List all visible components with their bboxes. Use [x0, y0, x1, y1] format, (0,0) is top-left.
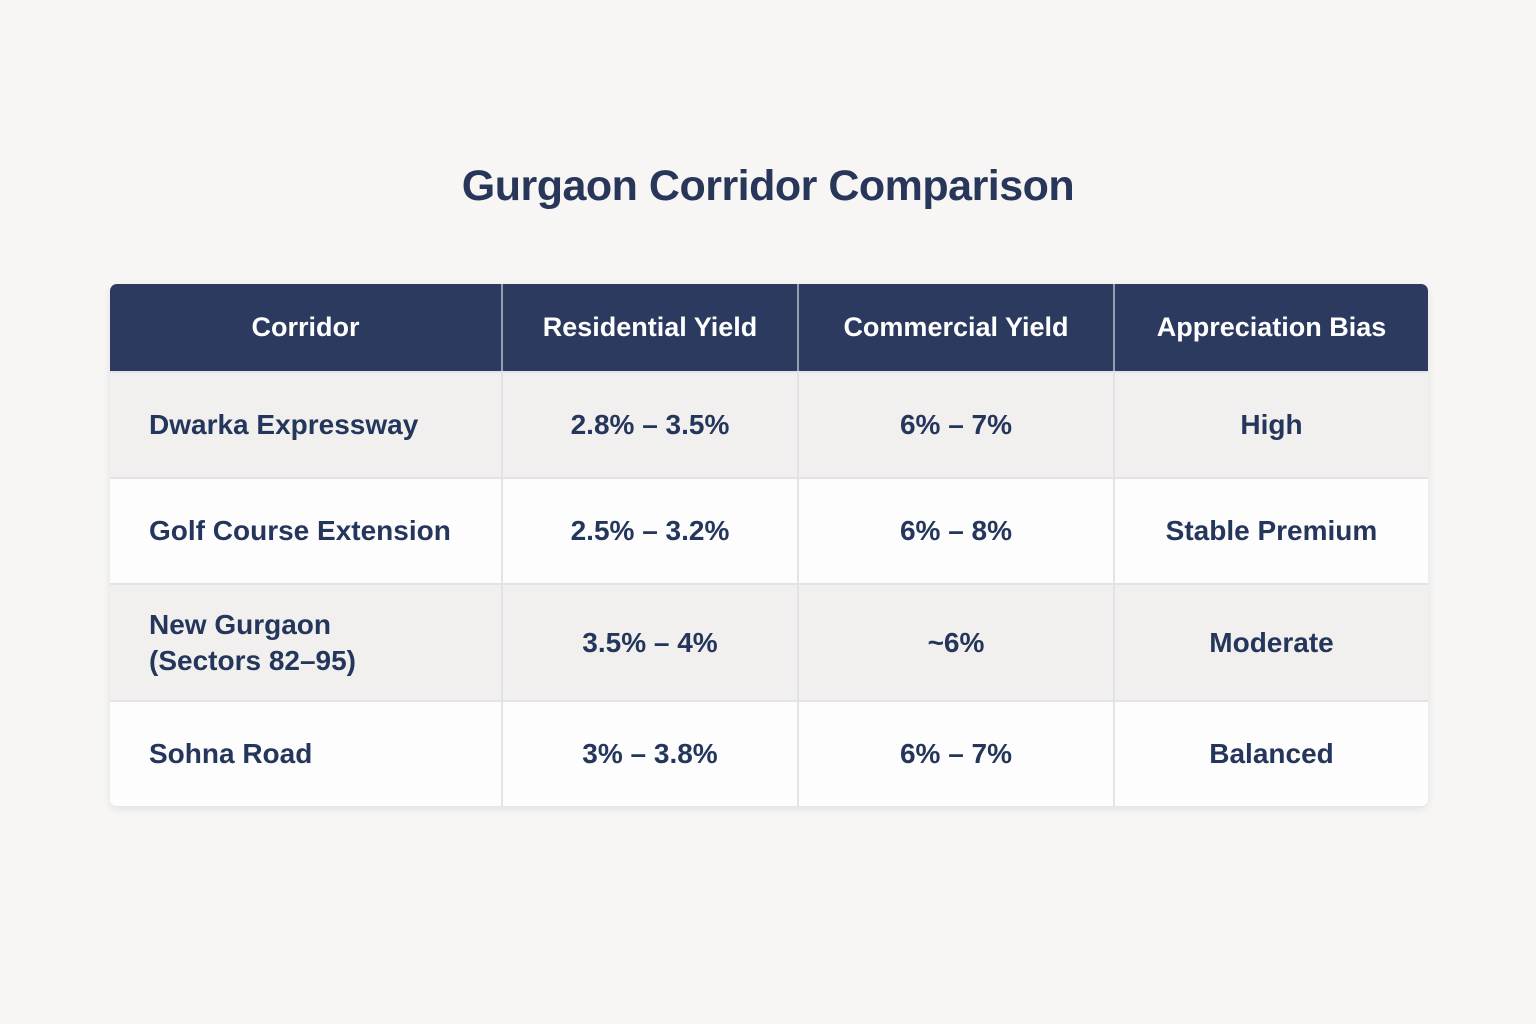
comparison-table: Corridor Residential Yield Commercial Yi… — [110, 284, 1428, 806]
residential-yield-cell: 3% – 3.8% — [501, 702, 797, 806]
column-header-appreciation-bias: Appreciation Bias — [1113, 284, 1428, 371]
appreciation-bias-cell: Moderate — [1113, 585, 1428, 700]
column-header-commercial-yield: Commercial Yield — [797, 284, 1113, 371]
corridor-cell: Sohna Road — [149, 738, 313, 770]
appreciation-bias-cell: Balanced — [1113, 702, 1428, 806]
corridor-cell: Dwarka Expressway — [149, 409, 419, 441]
table-row-dwarka-expressway: Dwarka Expressway 2.8% – 3.5% 6% – 7% Hi… — [110, 371, 1428, 477]
commercial-yield-cell: 6% – 8% — [797, 479, 1113, 583]
commercial-yield-cell: 6% – 7% — [797, 373, 1113, 477]
residential-yield-cell: 2.8% – 3.5% — [501, 373, 797, 477]
column-header-corridor: Corridor — [251, 312, 360, 342]
column-header-residential-yield: Residential Yield — [501, 284, 797, 371]
corridor-cell: Golf Course Extension — [149, 515, 451, 547]
commercial-yield-cell: ~6% — [797, 585, 1113, 700]
residential-yield-cell: 3.5% – 4% — [501, 585, 797, 700]
residential-yield-cell: 2.5% – 3.2% — [501, 479, 797, 583]
corridor-cell: New Gurgaon (Sectors 82–95) — [149, 608, 357, 676]
page-title: Gurgaon Corridor Comparison — [461, 162, 1075, 210]
table-row-new-gurgaon: New Gurgaon (Sectors 82–95) 3.5% – 4% ~6… — [110, 583, 1428, 700]
table-row-sohna-road: Sohna Road 3% – 3.8% 6% – 7% Balanced — [110, 700, 1428, 806]
commercial-yield-cell: 6% – 7% — [797, 702, 1113, 806]
table-header-row: Corridor Residential Yield Commercial Yi… — [110, 284, 1428, 371]
appreciation-bias-cell: Stable Premium — [1113, 479, 1428, 583]
appreciation-bias-cell: High — [1113, 373, 1428, 477]
table-row-golf-course-extension: Golf Course Extension 2.5% – 3.2% 6% – 8… — [110, 477, 1428, 583]
